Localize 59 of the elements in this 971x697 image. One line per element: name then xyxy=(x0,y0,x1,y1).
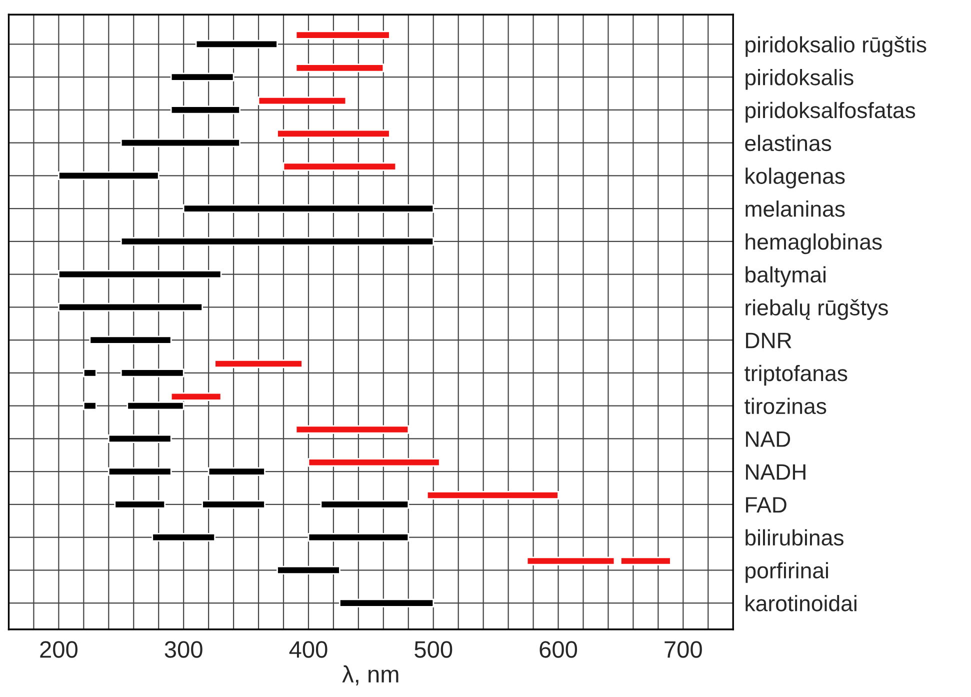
x-axis-title: λ, nm xyxy=(342,665,398,686)
bar xyxy=(114,500,166,509)
bar xyxy=(282,162,397,171)
bar xyxy=(295,64,384,72)
y-tick-label: piridoksalfosfatas xyxy=(746,102,916,123)
bar xyxy=(339,598,434,608)
bar xyxy=(58,171,160,180)
y-tick-label: kolagenas xyxy=(746,168,845,188)
bar xyxy=(170,72,234,82)
bar xyxy=(526,556,616,566)
x-tick-label: 200 xyxy=(40,641,78,658)
bar xyxy=(214,359,303,368)
y-tick-label: triptofanas xyxy=(744,364,848,386)
bar xyxy=(202,500,266,509)
x-tick-label: 600 xyxy=(540,641,578,658)
y-tick-label: riebalų rūgštys xyxy=(746,299,888,320)
bar xyxy=(276,129,390,138)
y-tick-label: NAD xyxy=(746,431,790,447)
y-tick-label: elastinas xyxy=(745,134,832,152)
y-tick-label: tirozinas xyxy=(744,398,826,414)
y-tick-label: karotinoidai xyxy=(746,595,856,612)
bar xyxy=(620,556,672,566)
bar xyxy=(170,106,240,114)
bar xyxy=(82,368,97,378)
bar xyxy=(58,302,204,312)
bar xyxy=(320,500,410,509)
y-tick-label: piridoksalio rūgštis xyxy=(746,36,926,57)
bar xyxy=(89,336,172,344)
y-tick-label: porfirinai xyxy=(746,562,828,583)
bar xyxy=(82,402,97,410)
bar xyxy=(208,467,266,476)
bar xyxy=(120,138,240,148)
x-tick-label: 300 xyxy=(164,641,202,658)
x-tick-label: 500 xyxy=(414,641,452,658)
y-tick-label: piridoksalis xyxy=(746,69,854,90)
bar xyxy=(295,425,410,434)
x-tick-label: 400 xyxy=(289,641,328,658)
bar xyxy=(308,533,410,542)
x-tick-label: 700 xyxy=(664,641,702,658)
bar xyxy=(120,237,434,246)
bar xyxy=(120,368,184,378)
bar xyxy=(258,96,347,106)
bar xyxy=(295,30,390,40)
bar xyxy=(152,533,216,542)
bar xyxy=(276,566,340,575)
y-tick-label: FAD xyxy=(746,497,786,513)
bar xyxy=(108,467,172,476)
y-tick-label: DNR xyxy=(746,332,792,348)
y-tick-label: NADH xyxy=(746,464,806,480)
y-tick-label: hemaglobinas xyxy=(746,233,882,254)
bar xyxy=(58,270,222,279)
bar xyxy=(195,40,278,49)
y-tick-label: bilirubinas xyxy=(746,529,844,546)
y-tick-label: melaninas xyxy=(746,200,845,217)
bar xyxy=(182,204,434,213)
bar xyxy=(426,490,559,500)
bar xyxy=(308,458,440,467)
bar xyxy=(108,434,172,444)
y-tick-label: baltymai xyxy=(746,266,826,288)
